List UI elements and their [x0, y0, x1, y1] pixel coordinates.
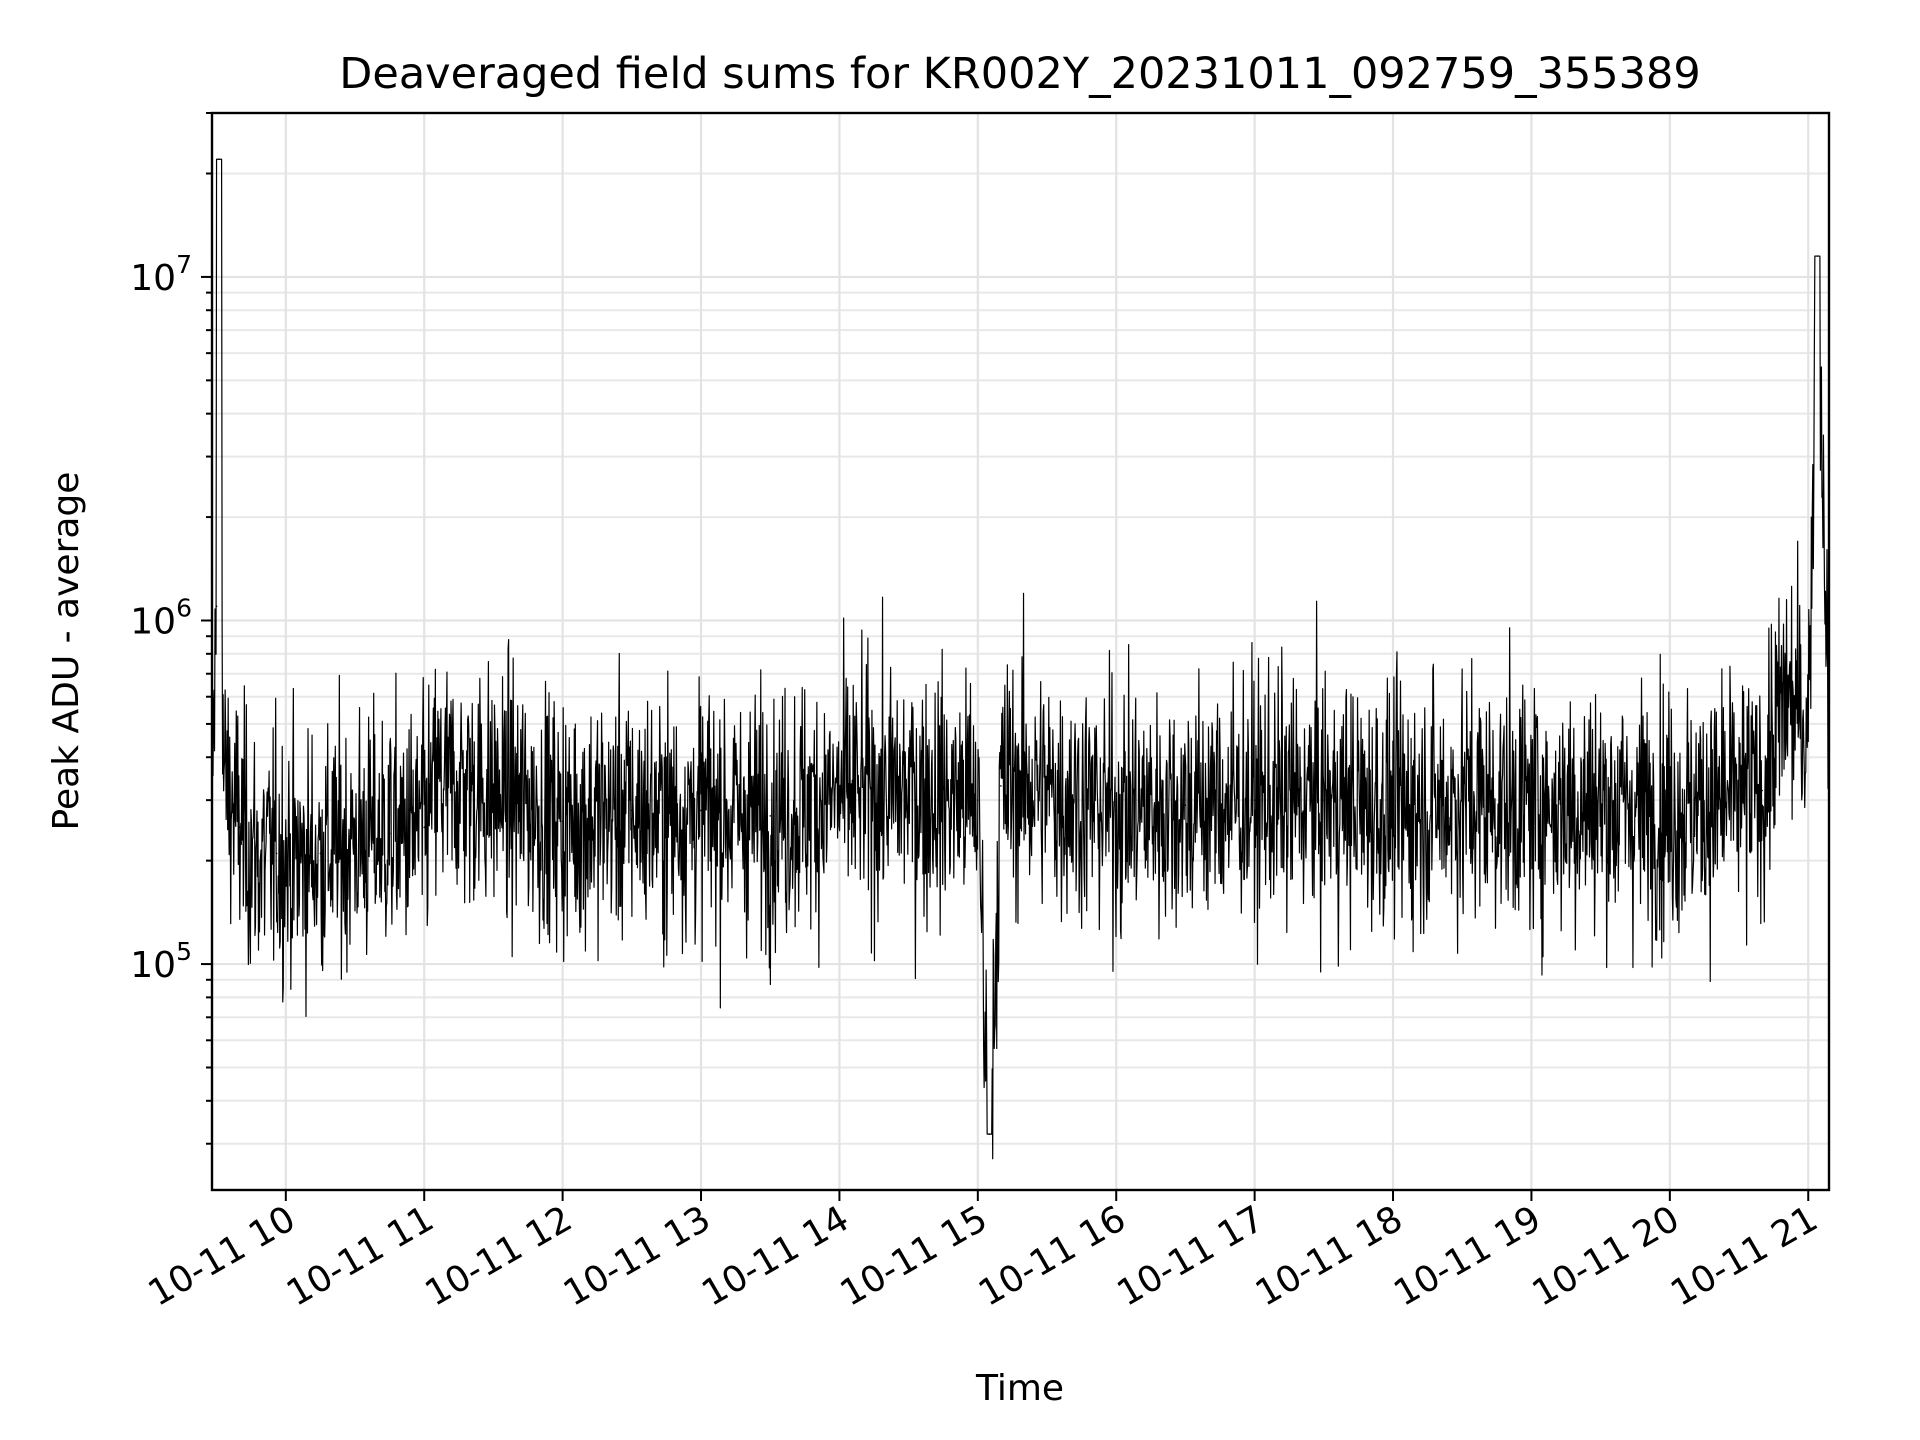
data-point [222, 776, 225, 778]
data-point [838, 794, 841, 797]
y-axis-label: Peak ADU - average [46, 472, 87, 831]
data-point [469, 785, 472, 787]
data-point [907, 789, 910, 792]
x-axis-label: Time [975, 1368, 1064, 1409]
data-point [215, 605, 218, 608]
plot-frame [210, 111, 1831, 1192]
data-point [1816, 255, 1819, 257]
y-tick-label: 106 [130, 594, 192, 643]
data-point [1323, 799, 1325, 801]
data-point [1253, 799, 1256, 801]
data-point [1634, 807, 1637, 809]
data-point [1715, 804, 1717, 807]
y-tick-label: 107 [130, 250, 192, 299]
data-point [296, 859, 299, 862]
data-point [988, 1133, 991, 1135]
data-point [434, 785, 437, 787]
data-point [388, 832, 391, 835]
data-point [1115, 809, 1118, 812]
data-point [769, 815, 772, 817]
series-line [211, 158, 1830, 1160]
data-point [561, 820, 564, 823]
data-point [1784, 695, 1786, 698]
data-point [1530, 804, 1533, 807]
data-point [1669, 809, 1671, 812]
chart-title: Deaveraged field sums for KR002Y_2023101… [339, 49, 1701, 99]
data-point [1046, 789, 1048, 792]
data-point [515, 799, 518, 801]
data-point [977, 799, 979, 801]
data-point [1761, 789, 1763, 792]
data-point [665, 815, 668, 817]
data-point [631, 809, 633, 812]
data-point [1184, 804, 1187, 807]
data-point [1807, 723, 1810, 725]
data-point [319, 852, 322, 855]
data-point [700, 809, 702, 812]
data-point [218, 158, 220, 161]
data-point [1599, 804, 1602, 807]
y-tick-label: 105 [130, 937, 192, 986]
data-point [423, 826, 426, 829]
data-point [1392, 809, 1394, 812]
data-point [238, 826, 241, 829]
data-point [1023, 780, 1025, 783]
data-point [257, 859, 259, 862]
data-point [354, 838, 356, 841]
data-point [1461, 799, 1464, 801]
series-layer [211, 158, 1830, 1160]
data-point [1000, 785, 1002, 787]
data-point [275, 852, 278, 855]
